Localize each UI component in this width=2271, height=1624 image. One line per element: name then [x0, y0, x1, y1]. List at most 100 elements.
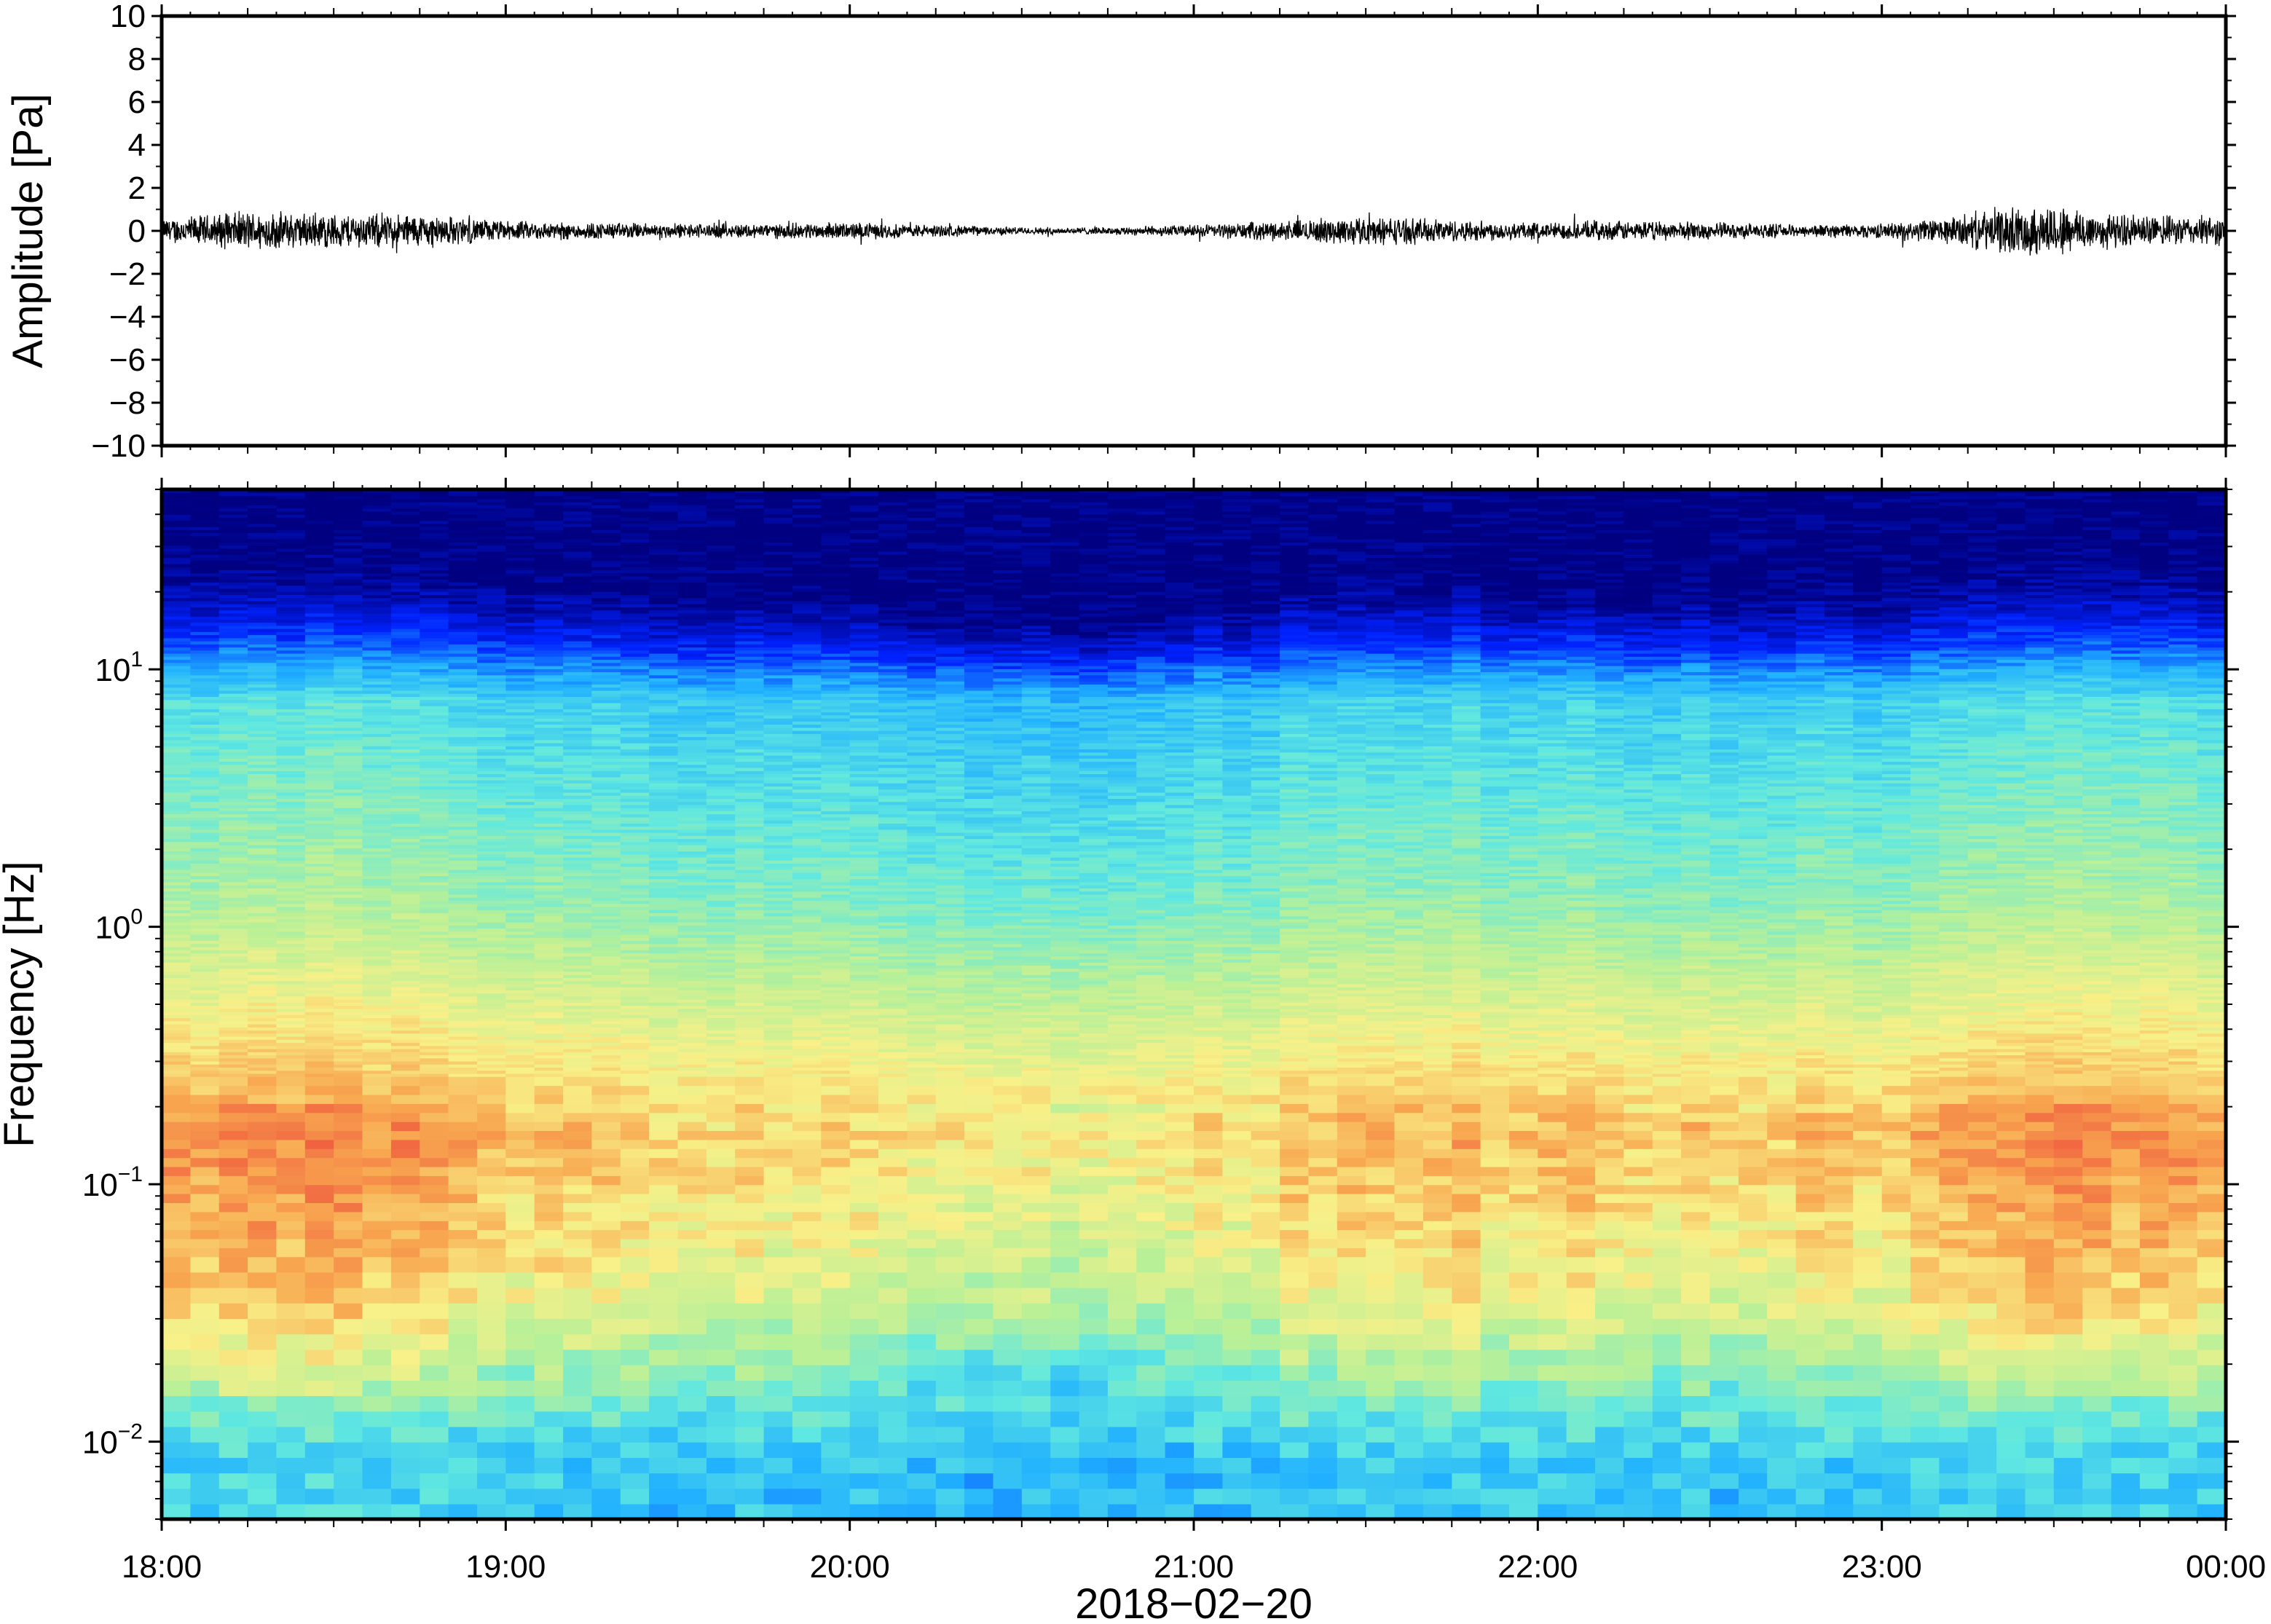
spectrogram-cell [649, 634, 679, 639]
spectrogram-cell [248, 851, 278, 855]
spectrogram-cell [591, 968, 621, 972]
spectrogram-cell [448, 1256, 478, 1273]
spectrogram-cell [190, 866, 220, 870]
spectrogram-cell [276, 529, 306, 534]
spectrogram-cell [477, 881, 507, 886]
spectrogram-cell [763, 1441, 793, 1458]
spectrogram-cell [362, 702, 392, 706]
spectrogram-cell [448, 529, 478, 534]
spectrogram-cell [735, 517, 765, 521]
spectrogram-cell [677, 739, 707, 744]
spectrogram-cell [477, 619, 507, 623]
spectrogram-cell [534, 709, 564, 713]
spectrogram-cell [735, 955, 765, 960]
spectrogram-cell [477, 829, 507, 833]
spectrogram-cell [735, 1457, 765, 1474]
spectrogram-cell [190, 1395, 220, 1412]
spectrogram-cell [706, 1060, 736, 1065]
spectrogram-cell [534, 1130, 564, 1140]
spectrogram-cell [477, 1017, 507, 1022]
spectrogram-cell [677, 498, 707, 502]
spectrogram-cell [620, 619, 650, 623]
spectrogram-cell [563, 1130, 593, 1140]
spectrogram-cell [534, 894, 564, 898]
spectrogram-cell [362, 1027, 392, 1031]
spectrogram-cell [677, 925, 707, 929]
spectrogram-cell [591, 764, 621, 768]
spectrogram-cell [334, 896, 363, 901]
spectrogram-cell [248, 1175, 278, 1186]
spectrogram-cell [649, 767, 679, 771]
spectrogram-cell [677, 746, 707, 750]
spectrogram-cell [677, 953, 707, 957]
spectrogram-cell [620, 585, 650, 589]
spectrogram-cell [534, 736, 564, 741]
spectrogram-cell [620, 940, 650, 945]
spectrogram-cell [390, 631, 421, 636]
spectrogram-cell [190, 921, 220, 926]
spectrogram-cell [304, 1211, 334, 1221]
spectrogram-cell [706, 684, 736, 688]
spectrogram-cell [649, 1076, 679, 1087]
spectrogram-cell [390, 634, 421, 639]
spectrogram-cell [706, 669, 736, 672]
spectrogram-cell [763, 1318, 793, 1335]
spectrogram-cell [677, 1130, 707, 1140]
spectrogram-cell [477, 622, 507, 626]
spectrogram-cell [276, 712, 306, 716]
spectrogram-cell [677, 622, 707, 626]
spectrogram-cell [334, 1112, 363, 1122]
spectrogram-cell [219, 841, 248, 845]
spectrogram-cell [448, 1005, 478, 1009]
spectrogram-cell [505, 925, 535, 929]
spectrogram-cell [735, 727, 765, 731]
spectrogram-cell [505, 752, 535, 756]
spectrogram-cell [649, 1211, 679, 1221]
spectrogram-cell [162, 1349, 192, 1365]
spectrogram-cell [477, 548, 507, 552]
spectrogram-cell [276, 909, 306, 913]
spectrogram-cell [420, 545, 449, 549]
spectrogram-cell [620, 826, 650, 830]
spectrogram-cell [563, 615, 593, 620]
spectrogram-cell [390, 1202, 421, 1213]
spectrogram-cell [677, 767, 707, 771]
spectrogram-cell [735, 1193, 765, 1203]
spectrogram-cell [505, 702, 535, 706]
spectrogram-cell [677, 548, 707, 552]
spectrogram-cell [563, 903, 593, 907]
spectrogram-cell [219, 631, 248, 636]
spectrogram-cell [735, 848, 765, 852]
spectrogram-cell [591, 856, 621, 861]
spectrogram-cell [505, 712, 535, 716]
spectrogram-cell [706, 1303, 736, 1320]
spectrogram-cell [735, 520, 765, 524]
spectrogram-cell [304, 835, 334, 840]
spectrogram-cell [390, 940, 421, 945]
spectrogram-cell [649, 823, 679, 827]
spectrogram-cell [276, 1008, 306, 1012]
spectrogram-cell [477, 928, 507, 932]
spectrogram-cell [620, 545, 650, 549]
spectrogram-cell [563, 885, 593, 888]
spectrogram-cell [677, 625, 707, 629]
spectrogram-cell [448, 1193, 478, 1203]
spectrogram-cell [706, 835, 736, 840]
spectrogram-cell [505, 816, 535, 821]
spectrogram-cell [649, 937, 679, 942]
spectrogram-cell [477, 1060, 507, 1065]
spectrogram-cell [162, 607, 192, 611]
spectrogram-cell [677, 662, 707, 666]
spectrogram-cell [248, 977, 278, 982]
spectrogram-cell [420, 542, 449, 546]
spectrogram-cell [735, 625, 765, 629]
spectrogram-cell [735, 832, 765, 836]
spectrogram-cell [735, 962, 765, 966]
spectrogram-cell [190, 513, 220, 518]
spectrogram-cell [162, 714, 192, 719]
spectrogram-cell [563, 875, 593, 880]
spectrogram-cell [563, 752, 593, 756]
spectrogram-cell [563, 1364, 593, 1381]
spectrogram-cell [448, 714, 478, 719]
spectrogram-cell [334, 832, 363, 836]
